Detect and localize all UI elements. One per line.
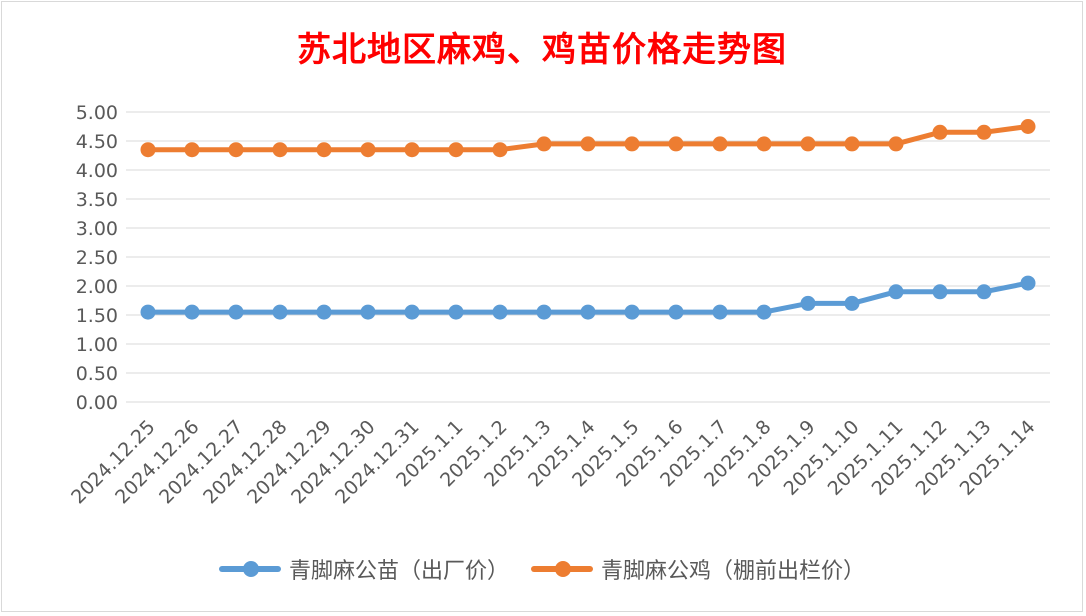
data-point[interactable] [888,284,904,300]
data-point[interactable] [668,136,684,152]
data-point[interactable] [580,136,596,152]
data-point[interactable] [448,304,464,320]
y-tick-label: 4.50 [76,131,118,153]
legend-label-series-2: 青脚麻公鸡（棚前出栏价） [601,559,866,584]
y-tick-label: 2.50 [76,247,118,269]
data-point[interactable] [800,295,816,311]
data-point[interactable] [316,304,332,320]
legend-marker-series-1 [242,561,259,577]
data-point[interactable] [360,142,376,158]
data-point[interactable] [580,304,596,320]
y-tick-label: 0.50 [76,363,118,385]
series-layer [140,119,1036,320]
data-point[interactable] [624,304,640,320]
y-tick-label: 4.00 [76,160,118,182]
y-tick-label: 0.00 [76,392,118,414]
data-point[interactable] [404,304,420,320]
grid-layer [126,111,1050,403]
data-point[interactable] [404,142,420,158]
y-tick-label: 5.00 [76,102,118,124]
data-point[interactable] [536,304,552,320]
data-point[interactable] [932,124,948,140]
data-point[interactable] [272,142,288,158]
y-tick-label: 1.50 [76,305,118,327]
data-point[interactable] [492,304,508,320]
y-tick-labels: 0.00 0.50 1.00 1.50 2.00 2.50 3.00 3.50 4.00 4.50… [76,102,118,414]
y-tick-label: 2.00 [76,276,118,298]
data-point[interactable] [492,142,508,158]
data-point[interactable] [140,142,156,158]
data-point[interactable] [844,136,860,152]
data-point[interactable] [976,124,992,140]
data-point[interactable] [140,304,156,320]
data-point[interactable] [184,142,200,158]
data-point[interactable] [1020,119,1036,134]
data-point[interactable] [756,136,772,152]
data-point[interactable] [624,136,640,152]
data-point[interactable] [1020,275,1036,291]
legend-marker-series-2 [555,561,571,577]
data-point[interactable] [360,304,376,320]
legend: 青脚麻公苗（出厂价） 青脚麻公鸡（棚前出栏价） [2,553,1082,585]
y-tick-label: 3.00 [76,218,118,240]
data-point[interactable] [668,304,684,320]
legend-swatch-series-1 [218,561,281,577]
data-point[interactable] [228,142,244,158]
data-point[interactable] [272,304,288,320]
data-point[interactable] [756,304,772,320]
chart-title: 苏北地区麻鸡、鸡苗价格走势图 [297,30,787,70]
data-point[interactable] [712,304,728,320]
y-tick-label: 3.50 [76,189,118,211]
legend-item-series-2[interactable]: 青脚麻公鸡（棚前出栏价） [531,553,865,585]
legend-swatch-series-2 [531,561,593,577]
data-point[interactable] [800,136,816,152]
data-point[interactable] [976,284,992,300]
data-point[interactable] [448,142,464,158]
data-point[interactable] [712,136,728,152]
data-point[interactable] [184,304,200,320]
data-point[interactable] [844,295,860,311]
data-point[interactable] [932,284,948,300]
data-point[interactable] [228,304,244,320]
data-point[interactable] [316,142,332,158]
legend-item-series-1[interactable]: 青脚麻公苗（出厂价） [218,553,509,585]
data-point[interactable] [536,136,552,152]
data-point[interactable] [888,136,904,152]
y-tick-label: 1.00 [76,334,118,356]
legend-label-series-1: 青脚麻公苗（出厂价） [288,559,509,584]
x-tick-labels: 2024.12.252024.12.262024.12.272024.12.28… [67,416,1039,508]
